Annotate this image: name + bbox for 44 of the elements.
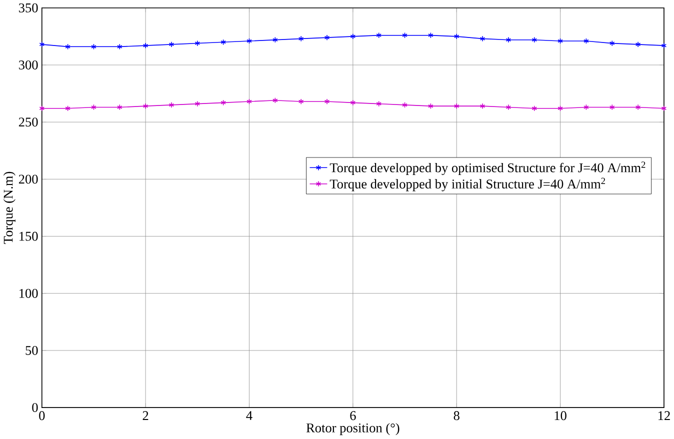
point	[91, 104, 96, 110]
legend-label: Torque developped by initial Structure J=40 A/mm$^{2}$	[330, 178, 606, 192]
y-tick-label: 250	[18, 118, 38, 127]
x-tick-label: 10	[554, 411, 566, 420]
point	[298, 98, 304, 105]
y-tick-label: 200	[18, 174, 38, 184]
point	[142, 103, 148, 110]
point	[506, 104, 512, 110]
point	[220, 39, 226, 46]
x-tick-label: 2	[142, 411, 148, 420]
point	[350, 100, 356, 106]
point	[324, 34, 330, 41]
point	[142, 42, 148, 49]
point	[65, 44, 70, 50]
point	[220, 100, 226, 106]
point	[610, 104, 615, 110]
point	[117, 104, 122, 110]
point	[584, 104, 589, 110]
point	[324, 98, 330, 105]
y-axis-title: Torque (N.m)	[3, 172, 16, 244]
y-tick-label: 0	[32, 403, 38, 412]
legend-label: Torque developped by optimised Structure for J=40 A/mm$^{2}$	[330, 162, 646, 176]
x-tick-label: 8	[454, 411, 460, 420]
point	[117, 44, 122, 50]
x-tick-label: 12	[658, 411, 670, 420]
point	[194, 40, 200, 46]
x-axis-title: Rotor position (°)	[306, 423, 400, 436]
y-tick-label: 50	[26, 346, 38, 356]
point	[428, 103, 434, 110]
y-tick-label: 300	[19, 60, 38, 70]
point	[246, 98, 252, 105]
point	[454, 103, 460, 110]
point	[298, 36, 304, 42]
x-tick-label: 0	[39, 411, 45, 420]
point	[480, 36, 486, 42]
x-tick-label: 4	[246, 411, 252, 420]
y-tick-label: 150	[20, 232, 38, 242]
point	[635, 104, 641, 110]
x-tick-label: 6	[350, 411, 356, 420]
y-tick-label: 350	[19, 4, 38, 13]
point	[610, 40, 615, 46]
point	[480, 103, 486, 110]
y-tick-label: 100	[20, 289, 38, 298]
point	[91, 44, 96, 50]
